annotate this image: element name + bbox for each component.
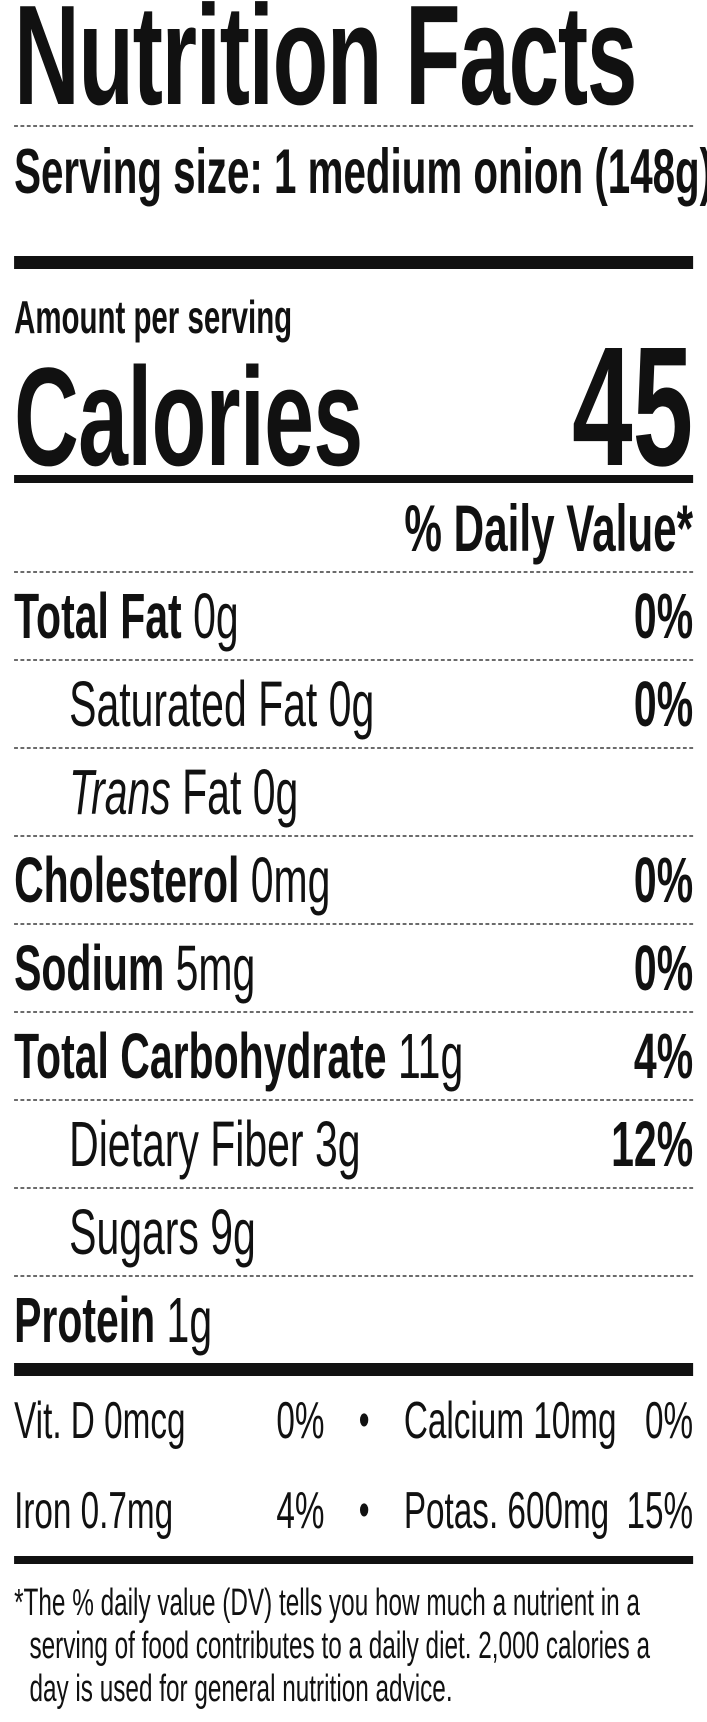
row-divider [14,1099,694,1101]
bullet-separator: • [358,1394,370,1447]
row-divider [14,1187,694,1189]
amount-per-serving-label: Amount per serving [14,291,293,343]
micronutrient-left-name: Vit. D 0mcg [14,1392,186,1450]
nutrient-row: Saturated Fat 0g 0% [14,661,693,747]
nutrient-name-amount: Total Carbohydrate 11g [14,1020,464,1092]
nutrient-name-amount: Dietary Fiber 3g [69,1108,361,1180]
nutrient-row: Sugars 9g [14,1189,693,1275]
micronutrient-right-name: Calcium 10mg [403,1392,617,1450]
micronutrient-left-name: Iron 0.7mg [14,1482,174,1540]
serving-size: Serving size: 1 medium onion (148g) [14,137,707,207]
medium-divider-footnote [14,1556,694,1564]
nutrient-daily-value: 4% [633,1020,694,1092]
nutrient-daily-value: 0% [633,844,694,916]
thick-divider-bottom [14,1363,694,1376]
calories-row: Calories 45 [14,312,694,502]
nutrient-row: Total Fat 0g 0% [14,573,693,659]
nutrient-name-amount: Protein 1g [14,1284,213,1356]
micronutrient-left-dv: 4% [276,1482,325,1540]
nutrient-name-amount: Saturated Fat 0g [69,668,375,740]
nutrient-name-amount: Sugars 9g [69,1196,256,1268]
nutrient-row: Trans Fat 0g [14,749,693,835]
nutrient-name-amount: Sodium 5mg [14,932,256,1004]
daily-value-header: % Daily Value* [404,491,694,565]
nutrient-name-amount: Trans Fat 0g [69,756,299,828]
micronutrient-right-dv: 0% [645,1392,694,1450]
row-divider [14,923,694,925]
nutrient-row: Total Carbohydrate 11g 4% [14,1013,693,1099]
title-divider [14,125,694,127]
nutrient-name-amount: Cholesterol 0mg [14,844,331,916]
nutrient-row: Dietary Fiber 3g 12% [14,1101,693,1187]
daily-value-divider [14,571,694,573]
footnote: *The % daily value (DV) tells you how mu… [14,1582,650,1710]
row-divider [14,1011,694,1013]
micronutrient-row: Vit. D 0mcg 0% • Calcium 10mg 0% [14,1376,693,1466]
bullet-separator: • [358,1484,370,1537]
nutrient-name-amount: Total Fat 0g [14,580,239,652]
calories-value: 45 [572,312,694,502]
row-divider [14,659,694,661]
micronutrient-right-dv: 15% [626,1482,694,1540]
nutrient-daily-value: 0% [633,668,694,740]
micronutrient-row: Iron 0.7mg 4% • Potas. 600mg 15% [14,1466,693,1556]
nutrient-row: Cholesterol 0mg 0% [14,837,693,923]
nutrient-daily-value: 0% [633,932,694,1004]
nutrient-row: Sodium 5mg 0% [14,925,693,1011]
calories-label: Calories [14,338,363,495]
thick-divider-top [14,256,694,269]
micronutrient-rows: Vit. D 0mcg 0% • Calcium 10mg 0% Iron 0.7mg 4%… [14,1376,693,1556]
micronutrient-right-name: Potas. 600mg [403,1482,610,1540]
nutrient-daily-value: 0% [633,580,694,652]
nutrient-rows: Total Fat 0g 0% Saturated Fat 0g 0% Trans Fa… [14,573,693,1363]
nutrient-daily-value: 12% [611,1108,694,1180]
nutrient-row: Protein 1g [14,1277,693,1363]
row-divider [14,1275,694,1277]
row-divider [14,835,694,837]
micronutrient-left-dv: 0% [276,1392,325,1450]
medium-divider-calories [14,475,694,483]
row-divider [14,747,694,749]
label-title: Nutrition Facts [14,0,637,135]
